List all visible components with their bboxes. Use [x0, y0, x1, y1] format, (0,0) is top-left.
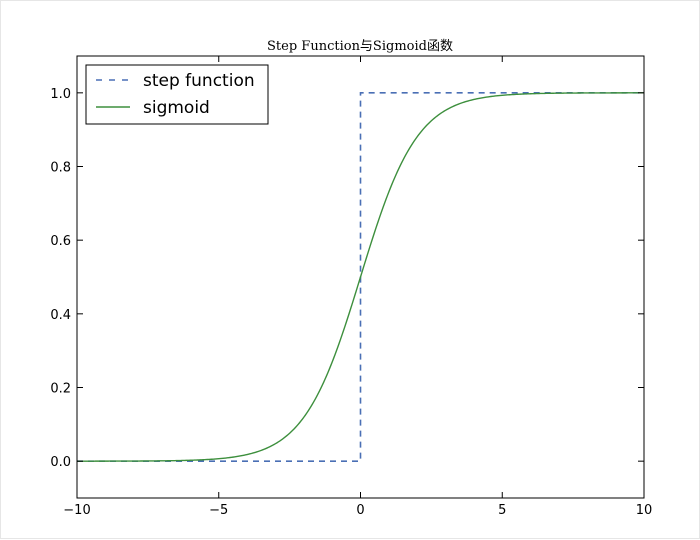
y-tick-label: 0.0 — [50, 455, 71, 470]
x-tick-label: 10 — [636, 503, 653, 518]
x-tick-label: 0 — [356, 503, 364, 518]
axes: −10 −5 0 5 10 0.0 0.2 0.4 0.6 0.8 1.0 — [50, 55, 653, 518]
series-line-sigmoid — [77, 92, 644, 462]
legend-label: step function — [143, 71, 255, 91]
y-tick-label: 1.0 — [50, 87, 71, 102]
y-tick-label: 0.8 — [50, 161, 71, 176]
y-tick-label: 0.6 — [50, 234, 71, 249]
x-tick-label: −10 — [63, 503, 90, 518]
legend: step function sigmoid — [85, 64, 269, 125]
chart-title: Step Function与Sigmoid函数 — [267, 39, 453, 54]
legend-label: sigmoid — [143, 98, 210, 118]
plot-area — [77, 92, 644, 462]
legend-box — [85, 64, 269, 125]
y-tick-label: 0.2 — [50, 382, 71, 397]
y-tick-label: 0.4 — [50, 308, 71, 323]
x-tick-label: 5 — [498, 503, 506, 518]
x-tick-label: −5 — [209, 503, 228, 518]
